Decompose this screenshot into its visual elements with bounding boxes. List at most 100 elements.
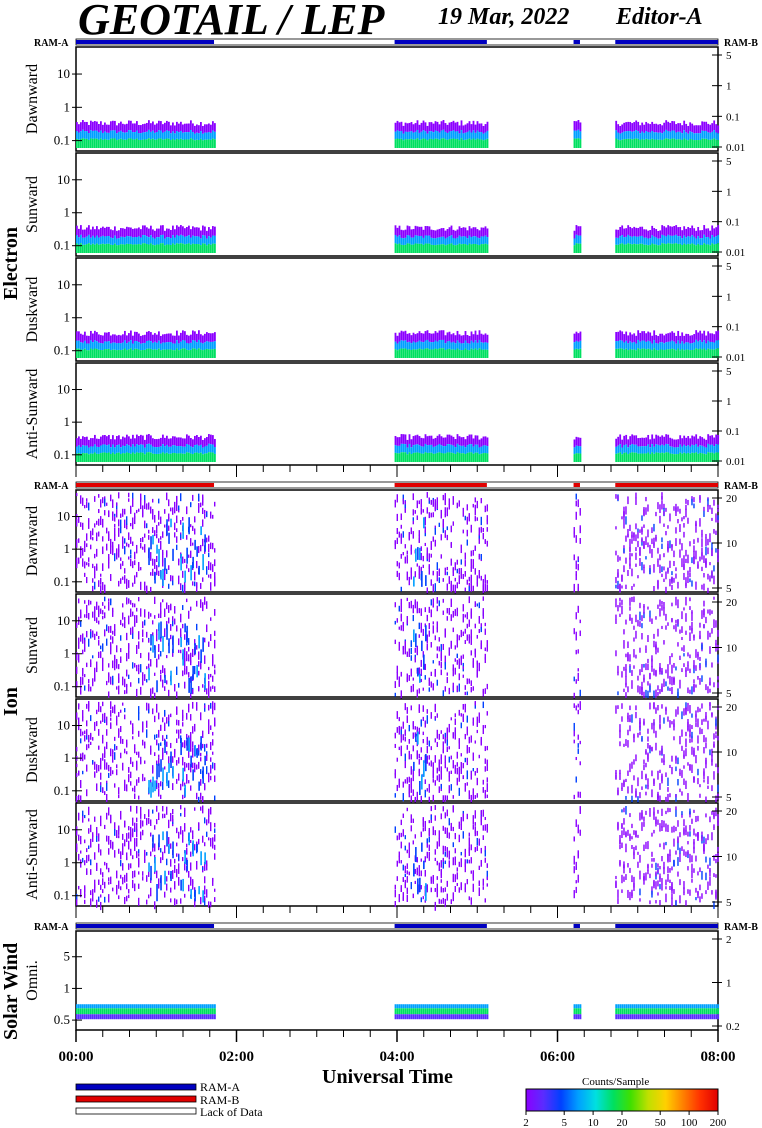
spectrogram-cell bbox=[100, 608, 102, 614]
spectrogram-cell bbox=[625, 664, 627, 671]
spectrogram-cell bbox=[420, 333, 423, 342]
spectrogram-cell bbox=[114, 744, 116, 751]
spectrogram-cell bbox=[396, 244, 399, 253]
spectrogram-cell bbox=[472, 503, 474, 508]
spectrogram-cell bbox=[144, 500, 146, 510]
spectrogram-cell bbox=[444, 238, 447, 246]
spectrogram-cell bbox=[182, 756, 184, 766]
spectrogram-cell bbox=[623, 519, 625, 529]
spectrogram-cell bbox=[458, 660, 460, 669]
spectrogram-cell bbox=[160, 621, 162, 639]
spectrogram-cell bbox=[428, 497, 430, 504]
spectrogram-cell bbox=[484, 647, 486, 652]
spectrogram-cell bbox=[621, 782, 623, 790]
spectrogram-cell bbox=[86, 138, 88, 148]
spectrogram-cell bbox=[420, 546, 422, 551]
spectrogram-cell bbox=[707, 244, 710, 253]
spectrogram-cell bbox=[196, 342, 198, 350]
spectrogram-cell bbox=[138, 436, 140, 446]
spectrogram-cell bbox=[208, 139, 210, 148]
spectrogram-cell bbox=[80, 728, 82, 737]
spectrogram-cell bbox=[432, 584, 434, 593]
spectrogram-cell bbox=[643, 663, 645, 668]
spectrogram-cell bbox=[707, 686, 709, 694]
spectrogram-cell bbox=[667, 225, 670, 235]
spectrogram-cell bbox=[667, 444, 670, 453]
spectrogram-cell bbox=[464, 139, 467, 148]
spectrogram-cell bbox=[575, 756, 577, 761]
spectrogram-cell bbox=[122, 738, 124, 744]
spectrogram-cell bbox=[102, 657, 104, 662]
spectrogram-cell bbox=[80, 349, 82, 358]
spectrogram-cell bbox=[402, 531, 404, 538]
spectrogram-cell bbox=[709, 452, 712, 462]
spectrogram-cell bbox=[150, 688, 152, 698]
spectrogram-cell bbox=[114, 243, 116, 253]
spectrogram-cell bbox=[398, 225, 401, 236]
spectrogram-cell bbox=[124, 348, 126, 358]
spectrogram-cell bbox=[130, 682, 132, 687]
spectrogram-cell bbox=[707, 498, 709, 507]
spectrogram-cell bbox=[150, 506, 152, 514]
spectrogram-cell bbox=[647, 635, 649, 642]
spectrogram-cell bbox=[214, 226, 216, 236]
panel-label: Dawnward bbox=[24, 506, 41, 576]
spectrogram-cell bbox=[466, 516, 468, 525]
spectrogram-cell bbox=[98, 609, 100, 615]
spectrogram-cell bbox=[116, 660, 118, 669]
spectrogram-cell bbox=[108, 561, 110, 569]
spectrogram-cell bbox=[715, 124, 718, 133]
spectrogram-cell bbox=[80, 446, 82, 454]
spectrogram-cell bbox=[152, 776, 154, 793]
spectrogram-cell bbox=[436, 138, 439, 148]
spectrogram-cell bbox=[188, 780, 190, 784]
spectrogram-cell bbox=[703, 330, 706, 341]
spectrogram-cell bbox=[462, 507, 464, 517]
spectrogram-cell bbox=[436, 627, 438, 633]
spectrogram-cell bbox=[685, 333, 688, 343]
spectrogram-cell bbox=[138, 124, 140, 134]
spectrogram-cell bbox=[166, 333, 168, 343]
spectrogram-cell bbox=[484, 622, 486, 627]
spectrogram-cell bbox=[466, 238, 469, 246]
spectrogram-cell bbox=[84, 437, 86, 446]
spectrogram-cell bbox=[717, 508, 719, 512]
spectrogram-cell bbox=[687, 436, 690, 446]
spectrogram-cell bbox=[184, 634, 186, 640]
spectrogram-cell bbox=[649, 332, 652, 342]
spectrogram-cell bbox=[90, 741, 92, 745]
spectrogram-cell bbox=[194, 227, 196, 237]
spectrogram-cell bbox=[116, 745, 118, 750]
spectrogram-cell bbox=[643, 124, 646, 133]
spectrogram-cell bbox=[711, 785, 713, 792]
spectrogram-cell bbox=[168, 714, 170, 720]
spectrogram-cell bbox=[452, 682, 454, 692]
spectrogram-cell bbox=[651, 225, 654, 236]
spectrogram-cell bbox=[214, 762, 216, 771]
spectrogram-cell bbox=[428, 687, 430, 692]
spectrogram-cell bbox=[667, 333, 670, 342]
spectrogram-cell bbox=[701, 552, 703, 560]
spectrogram-cell bbox=[90, 244, 92, 253]
spectrogram-cell bbox=[428, 444, 431, 453]
spectrogram-cell bbox=[482, 527, 484, 533]
spectrogram-cell bbox=[212, 762, 214, 769]
spectrogram-cell bbox=[96, 332, 98, 342]
spectrogram-cell bbox=[683, 645, 685, 652]
spectrogram-cell bbox=[464, 628, 466, 634]
spectrogram-cell bbox=[627, 770, 629, 776]
spectrogram-cell bbox=[416, 333, 419, 342]
spectrogram-cell bbox=[444, 335, 447, 344]
spectrogram-cell bbox=[643, 348, 646, 358]
spectrogram-cell bbox=[168, 453, 170, 462]
spectrogram-cell bbox=[639, 647, 641, 653]
spectrogram-cell bbox=[709, 562, 711, 566]
spectrogram-cell bbox=[106, 527, 108, 534]
spectrogram-cell bbox=[667, 121, 670, 131]
spectrogram-cell bbox=[160, 121, 162, 131]
spectrogram-cell bbox=[134, 348, 136, 358]
spectrogram-cell bbox=[659, 504, 661, 514]
spectrogram-cell bbox=[152, 237, 154, 245]
spectrogram-cell bbox=[468, 636, 470, 644]
spectrogram-cell bbox=[204, 342, 206, 350]
